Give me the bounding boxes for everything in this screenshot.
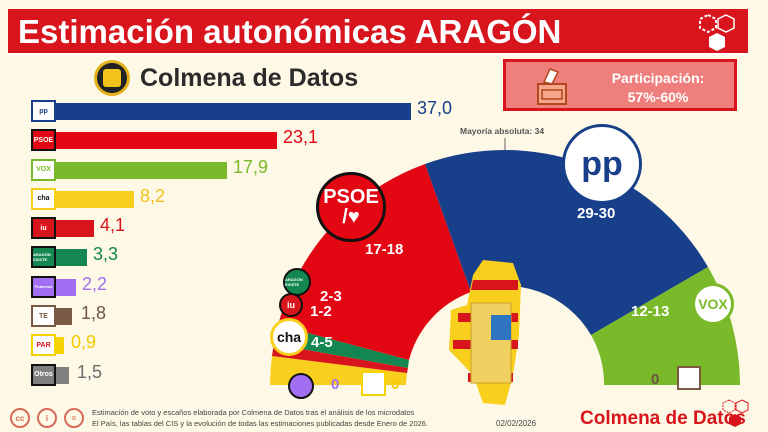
psoe-logo-icon: PSOE xyxy=(31,129,56,152)
value-vox: 17,9 xyxy=(233,156,269,177)
value-psoe: 23,1 xyxy=(283,127,319,148)
podemos-logo-icon xyxy=(288,373,314,399)
participation-box: Participación: 57%-60% xyxy=(503,59,737,111)
footer-line-2: El País, las tablas del CIS y la evoluci… xyxy=(92,419,429,428)
value-aragon-existe: 3,3 xyxy=(93,244,119,265)
value-par: 0,9 xyxy=(71,332,97,353)
seat-arc-pp xyxy=(425,150,708,335)
seat-arc-iu xyxy=(272,344,408,373)
psoe-text: PSOE xyxy=(323,186,379,208)
page-title: Estimación autonómicas ARAGÓN xyxy=(18,13,562,50)
pp-logo-icon: pp xyxy=(562,124,642,204)
hexagon-logo-icon xyxy=(722,399,749,427)
footer-brand: Colmena de Datos xyxy=(580,408,746,429)
seats-vox: 12-13 xyxy=(631,303,670,320)
value-podemos: 2,2 xyxy=(82,273,108,294)
par-logo-icon xyxy=(361,371,386,396)
par-logo-icon: PAR xyxy=(31,334,56,357)
iu-logo-icon: iu xyxy=(31,217,56,240)
brand: Colmena de Datos xyxy=(94,60,358,96)
bar-psoe xyxy=(55,132,277,150)
vox-logo-icon: VOX xyxy=(692,283,734,325)
title-banner: Estimación autonómicas ARAGÓN xyxy=(8,9,748,55)
teruel-existe-logo-icon: TE xyxy=(31,305,56,328)
bar-iu xyxy=(55,220,94,238)
date: 02/02/2026 xyxy=(496,419,537,428)
hexagon-logo-icon xyxy=(699,13,735,51)
value-pp: 37,0 xyxy=(417,98,453,118)
brand-name: Colmena de Datos xyxy=(140,63,359,92)
value-cha: 8,2 xyxy=(140,185,166,206)
seats-par: 0 xyxy=(391,376,400,393)
seat-arc-psoe xyxy=(278,164,471,360)
aragon-existe-logo-icon: ARAGÓN EXISTE xyxy=(283,268,311,296)
cha-logo-icon: cha xyxy=(270,318,308,356)
bar-vox xyxy=(55,161,227,179)
seats-pp: 29-30 xyxy=(577,205,616,222)
seats-iu: 1-2 xyxy=(310,303,332,320)
bar-pp xyxy=(55,103,411,120)
otros-logo-icon: Otros xyxy=(31,363,56,386)
seats-podemos: 0 xyxy=(331,376,340,393)
majority-label: Mayoría absoluta: 34 xyxy=(460,126,545,136)
bar-podemos xyxy=(55,278,76,296)
psoe-logo-icon: PSOE/♥ xyxy=(316,172,386,242)
seats-cha: 4-5 xyxy=(311,334,333,351)
pp-logo-icon: pp xyxy=(31,100,56,122)
psoe-heart-icon: /♥ xyxy=(342,206,360,228)
bar-aragon-existe xyxy=(55,249,87,267)
footer-note: Estimación de voto y escaños elaborada p… xyxy=(92,407,428,429)
bar-par xyxy=(55,337,64,355)
cha-logo-icon: cha xyxy=(31,187,56,210)
teruel-existe-logo-icon xyxy=(677,366,701,390)
bar-cha xyxy=(55,190,134,208)
iu-logo-icon: iu xyxy=(279,293,303,317)
podemos-logo-icon: Podemos xyxy=(31,275,56,298)
value-otros: 1,5 xyxy=(77,361,103,382)
aragon-existe-logo-icon: ARAGÓN EXISTE xyxy=(31,246,56,269)
participation-value: 57%-60% xyxy=(627,89,689,105)
cc-by-icon: i xyxy=(37,408,57,428)
cc-icon: cc xyxy=(10,408,30,428)
bar-teruel-existe xyxy=(55,308,72,326)
seats-teruel-existe: 0 xyxy=(651,371,660,388)
footer-line-1: Estimación de voto y escaños elaborada p… xyxy=(92,408,415,417)
cc-nd-icon: = xyxy=(64,408,84,428)
aragon-map-icon xyxy=(449,260,521,405)
value-iu: 4,1 xyxy=(100,215,126,236)
value-teruel-existe: 1,8 xyxy=(81,303,107,324)
vox-logo-icon: VOX xyxy=(31,158,56,181)
colmena-logo-icon xyxy=(94,60,130,96)
bar-otros xyxy=(55,366,69,384)
seats-psoe: 17-18 xyxy=(365,241,404,258)
seats-aragon-existe: 2-3 xyxy=(320,288,342,305)
participation-label: Participación: xyxy=(611,70,705,86)
ballot-box-icon xyxy=(537,68,567,105)
